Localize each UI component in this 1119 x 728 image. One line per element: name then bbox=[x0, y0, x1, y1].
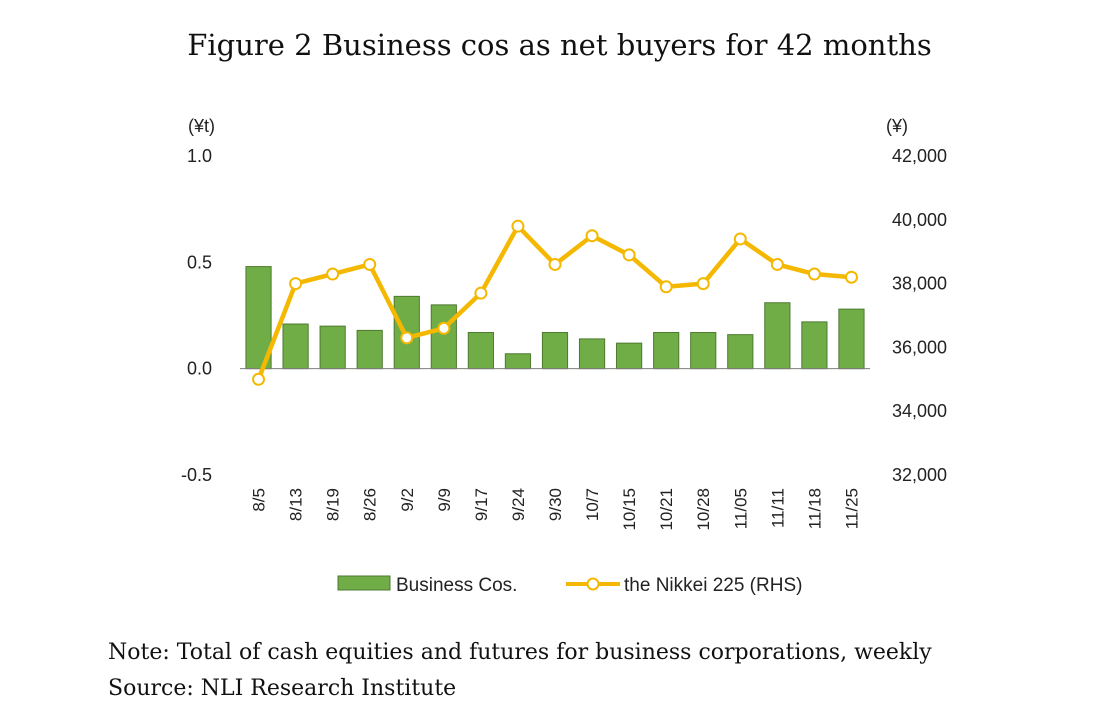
right-tick-label: 42,000 bbox=[892, 146, 947, 166]
x-tick-label: 11/18 bbox=[805, 488, 824, 529]
x-tick-label: 9/9 bbox=[435, 488, 454, 512]
nikkei-line-series bbox=[252, 219, 858, 386]
left-tick-label: 0.5 bbox=[187, 252, 212, 272]
nikkei-point bbox=[696, 277, 710, 291]
x-tick-label: 11/11 bbox=[768, 488, 787, 528]
right-tick-label: 38,000 bbox=[892, 274, 947, 294]
nikkei-point bbox=[548, 257, 562, 271]
bar bbox=[727, 334, 754, 370]
chart-source: Source: NLI Research Institute bbox=[108, 676, 457, 701]
bar bbox=[430, 304, 457, 370]
left-axis-unit: (¥t) bbox=[188, 116, 215, 136]
x-tick-label: 10/28 bbox=[694, 488, 713, 531]
bar bbox=[801, 321, 828, 370]
bar bbox=[690, 332, 717, 370]
right-axis-ticks: 42,000 40,000 38,000 36,000 34,000 32,000 bbox=[892, 146, 947, 485]
nikkei-point bbox=[326, 267, 340, 281]
nikkei-point bbox=[807, 267, 821, 281]
x-tick-label: 10/21 bbox=[657, 488, 676, 531]
bar bbox=[578, 338, 606, 370]
legend-label-business-cos: Business Cos. bbox=[396, 575, 517, 596]
nikkei-point bbox=[844, 270, 858, 284]
nikkei-point bbox=[474, 286, 488, 300]
nikkei-point bbox=[770, 257, 784, 271]
x-axis-ticks: 8/5 8/13 8/19 8/26 9/2 9/9 9/17 9/24 9/30 10/7 10/… bbox=[250, 488, 862, 531]
legend-swatch-nikkei-marker bbox=[586, 577, 600, 591]
bar bbox=[541, 332, 569, 370]
bar bbox=[653, 332, 680, 370]
x-tick-label: 11/05 bbox=[731, 488, 750, 529]
nikkei-point bbox=[622, 248, 636, 262]
nikkei-point bbox=[511, 219, 525, 233]
left-tick-label: 0.0 bbox=[187, 359, 212, 379]
nikkei-point bbox=[585, 229, 599, 243]
chart-note: Note: Total of cash equities and futures… bbox=[108, 640, 932, 665]
nikkei-point bbox=[733, 232, 747, 246]
x-tick-label: 10/7 bbox=[583, 488, 602, 521]
nikkei-point bbox=[363, 257, 377, 271]
right-tick-label: 34,000 bbox=[892, 401, 947, 421]
nikkei-point bbox=[289, 277, 303, 291]
nikkei-point bbox=[659, 280, 673, 294]
right-axis-unit: (¥) bbox=[886, 116, 908, 136]
right-tick-label: 40,000 bbox=[892, 210, 947, 230]
x-tick-label: 8/5 bbox=[250, 488, 269, 512]
bar-series bbox=[245, 266, 865, 370]
bar bbox=[467, 332, 494, 370]
left-tick-label: 1.0 bbox=[187, 146, 212, 166]
nikkei-point bbox=[400, 331, 414, 345]
bar bbox=[504, 353, 532, 370]
x-tick-label: 8/13 bbox=[287, 488, 306, 521]
x-tick-label: 8/19 bbox=[324, 488, 343, 521]
left-axis-ticks: 1.0 0.5 0.0 -0.5 bbox=[181, 146, 212, 485]
right-tick-label: 36,000 bbox=[892, 337, 947, 357]
left-tick-label: -0.5 bbox=[181, 465, 212, 485]
bar bbox=[282, 323, 309, 370]
right-tick-label: 32,000 bbox=[892, 465, 947, 485]
x-tick-label: 9/30 bbox=[546, 488, 565, 521]
x-tick-label: 9/17 bbox=[472, 488, 491, 521]
nikkei-point bbox=[252, 372, 266, 386]
x-tick-label: 11/25 bbox=[842, 488, 861, 529]
legend-swatch-business-cos bbox=[337, 575, 391, 591]
bar bbox=[319, 325, 346, 370]
chart-title: Figure 2 Business cos as net buyers for … bbox=[187, 28, 932, 62]
x-tick-label: 8/26 bbox=[361, 488, 380, 521]
bar bbox=[356, 329, 383, 370]
bar bbox=[838, 308, 865, 370]
bar bbox=[764, 302, 791, 370]
nikkei-point bbox=[437, 321, 451, 335]
x-tick-label: 9/2 bbox=[398, 488, 417, 512]
x-tick-label: 10/15 bbox=[620, 488, 639, 531]
bar bbox=[616, 342, 643, 370]
legend: Business Cos. the Nikkei 225 (RHS) bbox=[337, 575, 802, 596]
legend-label-nikkei: the Nikkei 225 (RHS) bbox=[624, 575, 802, 596]
x-tick-label: 9/24 bbox=[509, 488, 528, 521]
